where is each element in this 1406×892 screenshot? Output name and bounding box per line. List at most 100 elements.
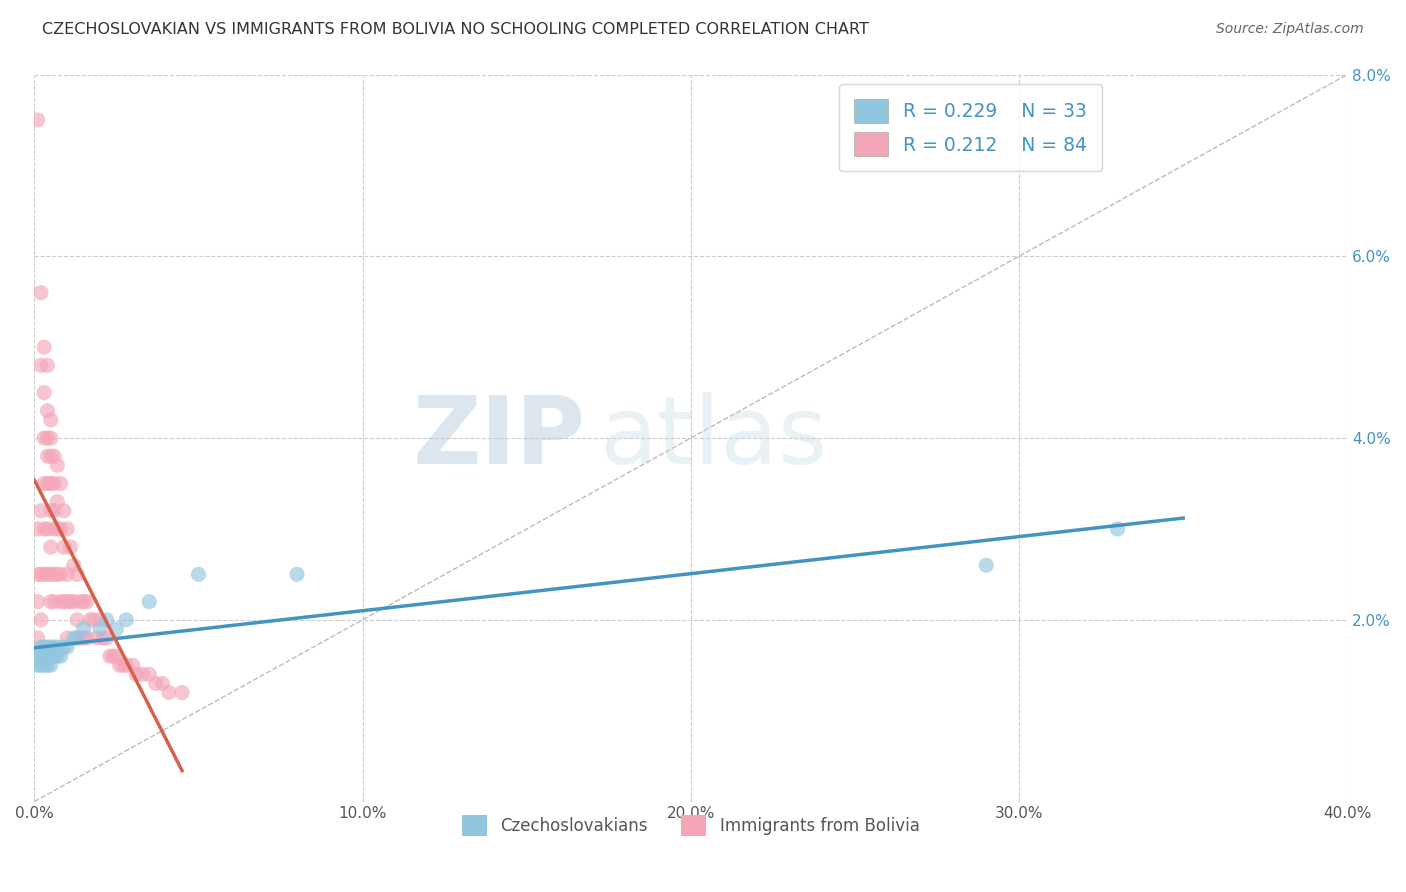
Point — [30, 649, 52, 664]
Point — [39, 540, 62, 554]
Point — [32, 385, 55, 400]
Point — [37, 449, 59, 463]
Point — [115, 658, 138, 673]
Point — [187, 567, 209, 582]
Point — [96, 613, 118, 627]
Point — [66, 631, 89, 645]
Point — [69, 631, 91, 645]
Point — [46, 649, 69, 664]
Point — [138, 594, 160, 608]
Point — [170, 685, 193, 699]
Point — [32, 649, 55, 664]
Point — [39, 649, 62, 664]
Text: ZIP: ZIP — [413, 392, 586, 484]
Point — [52, 594, 75, 608]
Point — [32, 640, 55, 654]
Point — [39, 413, 62, 427]
Point — [46, 522, 69, 536]
Point — [37, 476, 59, 491]
Point — [974, 558, 997, 573]
Point — [32, 567, 55, 582]
Point — [32, 476, 55, 491]
Point — [37, 649, 59, 664]
Point — [56, 631, 79, 645]
Point — [30, 658, 52, 673]
Point — [66, 567, 89, 582]
Point — [89, 622, 111, 636]
Point — [30, 640, 52, 654]
Point — [39, 567, 62, 582]
Point — [46, 494, 69, 508]
Point — [121, 658, 143, 673]
Point — [49, 649, 72, 664]
Point — [98, 649, 121, 664]
Point — [37, 522, 59, 536]
Point — [39, 594, 62, 608]
Point — [115, 613, 138, 627]
Text: CZECHOSLOVAKIAN VS IMMIGRANTS FROM BOLIVIA NO SCHOOLING COMPLETED CORRELATION CH: CZECHOSLOVAKIAN VS IMMIGRANTS FROM BOLIV… — [42, 22, 869, 37]
Point — [105, 649, 128, 664]
Point — [42, 640, 65, 654]
Point — [72, 622, 94, 636]
Point — [62, 631, 84, 645]
Point — [59, 594, 82, 608]
Point — [27, 631, 49, 645]
Point — [52, 504, 75, 518]
Point — [131, 667, 153, 681]
Point — [27, 658, 49, 673]
Point — [49, 522, 72, 536]
Point — [79, 613, 101, 627]
Point — [52, 540, 75, 554]
Point — [52, 640, 75, 654]
Point — [30, 613, 52, 627]
Point — [27, 567, 49, 582]
Point — [72, 631, 94, 645]
Point — [82, 613, 104, 627]
Point — [46, 640, 69, 654]
Point — [27, 649, 49, 664]
Text: Source: ZipAtlas.com: Source: ZipAtlas.com — [1216, 22, 1364, 37]
Point — [91, 631, 114, 645]
Point — [37, 640, 59, 654]
Legend: Czechoslovakians, Immigrants from Bolivia: Czechoslovakians, Immigrants from Bolivi… — [454, 807, 928, 844]
Point — [27, 112, 49, 127]
Point — [76, 631, 98, 645]
Point — [37, 431, 59, 445]
Point — [27, 522, 49, 536]
Point — [39, 476, 62, 491]
Point — [37, 359, 59, 373]
Point — [30, 359, 52, 373]
Point — [46, 458, 69, 473]
Point — [108, 658, 131, 673]
Point — [42, 522, 65, 536]
Point — [96, 631, 118, 645]
Point — [105, 622, 128, 636]
Point — [32, 658, 55, 673]
Point — [69, 594, 91, 608]
Point — [72, 594, 94, 608]
Point — [285, 567, 308, 582]
Point — [30, 567, 52, 582]
Point — [32, 431, 55, 445]
Point — [62, 594, 84, 608]
Point — [56, 594, 79, 608]
Point — [42, 449, 65, 463]
Point — [56, 567, 79, 582]
Point — [42, 504, 65, 518]
Point — [62, 558, 84, 573]
Point — [42, 649, 65, 664]
Point — [89, 613, 111, 627]
Point — [86, 631, 108, 645]
Point — [39, 658, 62, 673]
Point — [46, 567, 69, 582]
Text: atlas: atlas — [599, 392, 827, 484]
Point — [111, 658, 134, 673]
Point — [125, 667, 148, 681]
Point — [1107, 522, 1129, 536]
Point — [59, 540, 82, 554]
Point — [37, 404, 59, 418]
Point — [157, 685, 180, 699]
Point — [27, 594, 49, 608]
Point — [56, 640, 79, 654]
Point — [76, 594, 98, 608]
